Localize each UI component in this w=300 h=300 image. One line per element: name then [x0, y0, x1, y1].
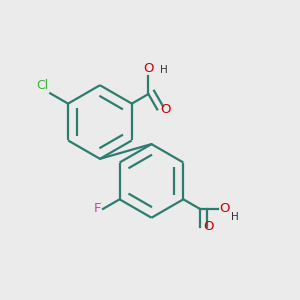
- Text: H: H: [160, 65, 168, 75]
- Text: O: O: [143, 62, 154, 75]
- Text: O: O: [203, 220, 213, 233]
- Text: H: H: [231, 212, 239, 222]
- Text: O: O: [160, 103, 171, 116]
- Text: Cl: Cl: [37, 79, 49, 92]
- Text: F: F: [94, 202, 102, 215]
- Text: O: O: [219, 202, 230, 215]
